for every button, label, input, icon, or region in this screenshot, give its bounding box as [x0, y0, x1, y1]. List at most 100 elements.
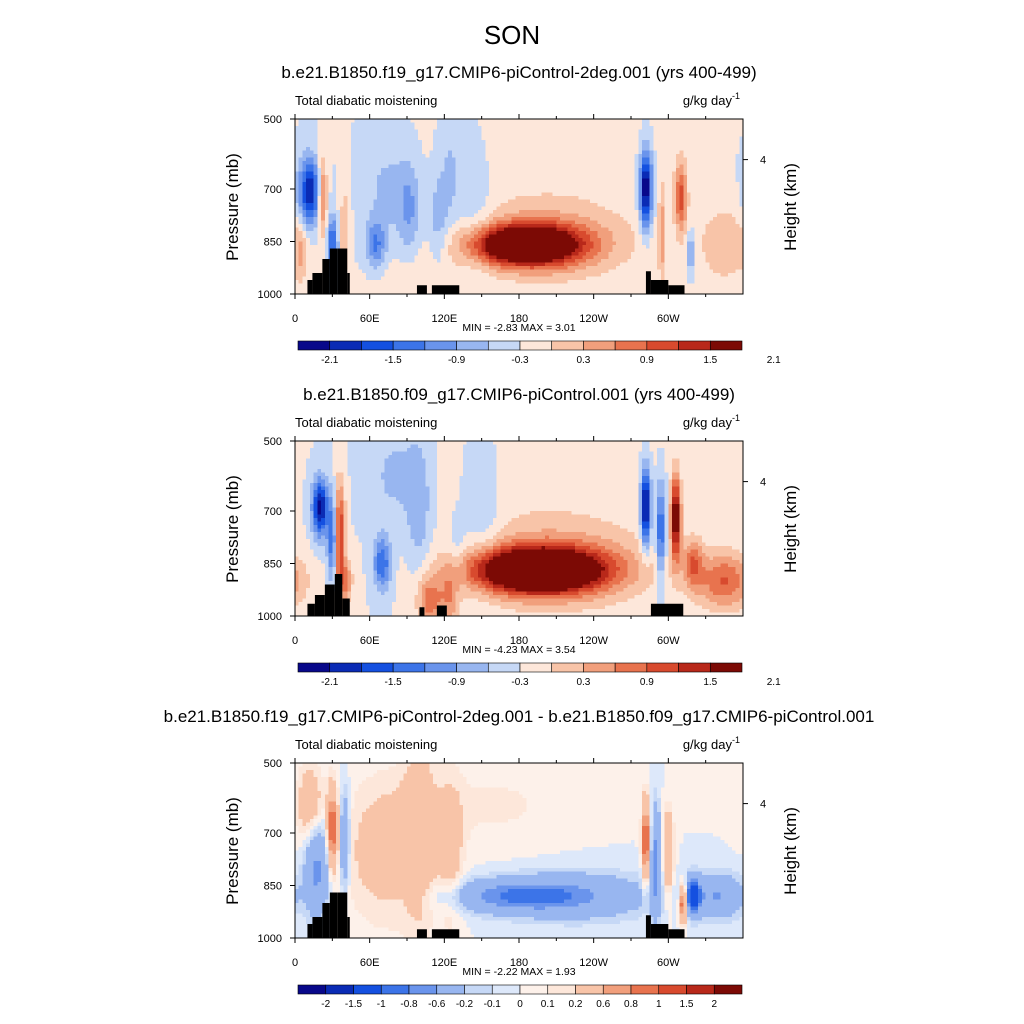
field-cell: [650, 172, 654, 176]
field-cell: [485, 119, 489, 123]
field-cell: [317, 196, 321, 200]
field-cell: [437, 235, 441, 239]
field-cell: [340, 140, 344, 144]
field-cell: [485, 144, 489, 148]
field-cell: [366, 207, 370, 211]
field-cell: [336, 175, 340, 179]
field-cell: [680, 182, 684, 186]
field-cell: [575, 196, 579, 200]
field-cell: [504, 137, 508, 141]
field-cell: [429, 186, 433, 190]
field-cell: [407, 249, 411, 253]
field-cell: [571, 242, 575, 246]
field-cell: [497, 193, 501, 197]
field-cell: [642, 175, 646, 179]
field-cell: [433, 217, 437, 221]
field-cell: [463, 126, 467, 130]
field-cell: [437, 165, 441, 169]
field-cell: [668, 249, 672, 253]
field-cell: [418, 210, 422, 214]
field-cell: [344, 203, 348, 207]
field-cell: [377, 263, 381, 267]
field-cell: [590, 189, 594, 193]
field-cell: [515, 158, 519, 162]
field-cell: [590, 217, 594, 221]
field-cell: [515, 154, 519, 158]
field-cell: [347, 259, 351, 263]
field-cell: [609, 203, 613, 207]
field-cell: [534, 172, 538, 176]
field-cell: [299, 179, 303, 183]
field-cell: [429, 224, 433, 228]
field-cell: [403, 140, 407, 144]
field-cell: [411, 175, 415, 179]
field-cell: [310, 200, 314, 204]
field-cell: [310, 144, 314, 148]
field-cell: [627, 161, 631, 165]
field-cell: [392, 228, 396, 232]
field-cell: [407, 172, 411, 176]
field-cell: [370, 207, 374, 211]
field-cell: [474, 193, 478, 197]
field-cell: [463, 144, 467, 148]
field-cell: [385, 147, 389, 151]
field-cell: [568, 231, 572, 235]
field-cell: [698, 182, 702, 186]
field-cell: [612, 203, 616, 207]
field-cell: [709, 228, 713, 232]
field-cell: [597, 161, 601, 165]
field-cell: [590, 221, 594, 225]
field-cell: [508, 133, 512, 137]
field-cell: [470, 133, 474, 137]
field-cell: [665, 207, 669, 211]
field-cell: [601, 130, 605, 134]
field-cell: [467, 158, 471, 162]
field-cell: [590, 140, 594, 144]
field-cell: [590, 130, 594, 134]
field-cell: [332, 168, 336, 172]
field-cell: [709, 252, 713, 256]
field-cell: [500, 238, 504, 242]
field-cell: [676, 214, 680, 218]
field-cell: [512, 182, 516, 186]
field-cell: [418, 207, 422, 211]
field-cell: [549, 235, 553, 239]
field-cell: [620, 133, 624, 137]
field-cell: [302, 175, 306, 179]
field-cell: [534, 238, 538, 242]
field-cell: [414, 165, 418, 169]
field-cell: [597, 221, 601, 225]
field-cell: [713, 238, 717, 242]
field-cell: [411, 130, 415, 134]
field-cell: [687, 168, 691, 172]
field-cell: [523, 259, 527, 263]
field-cell: [728, 161, 732, 165]
field-cell: [568, 252, 572, 256]
field-cell: [441, 168, 445, 172]
field-cell: [736, 158, 740, 162]
field-cell: [329, 140, 333, 144]
field-cell: [605, 214, 609, 218]
field-cell: [437, 242, 441, 246]
field-cell: [556, 154, 560, 158]
field-cell: [586, 133, 590, 137]
field-cell: [426, 200, 430, 204]
field-cell: [680, 126, 684, 130]
field-cell: [665, 249, 669, 253]
field-cell: [657, 151, 661, 155]
field-cell: [314, 140, 318, 144]
field-cell: [433, 189, 437, 193]
field-cell: [687, 133, 691, 137]
field-cell: [396, 172, 400, 176]
field-cell: [392, 133, 396, 137]
field-cell: [310, 263, 314, 267]
field-cell: [504, 154, 508, 158]
field-cell: [694, 133, 698, 137]
field-cell: [650, 147, 654, 151]
field-cell: [403, 259, 407, 263]
field-cell: [687, 175, 691, 179]
field-cell: [698, 259, 702, 263]
field-cell: [728, 217, 732, 221]
field-cell: [568, 154, 572, 158]
field-cell: [433, 133, 437, 137]
